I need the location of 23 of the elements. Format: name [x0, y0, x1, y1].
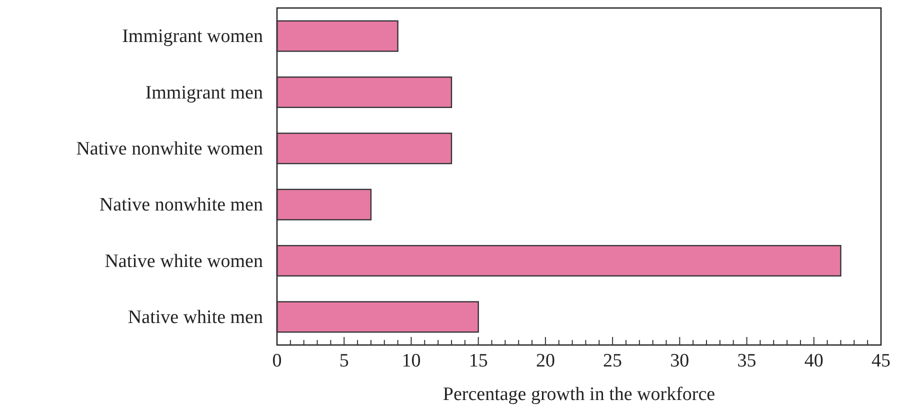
x-tick-label: 30: [670, 350, 690, 372]
y-tick-label: Native nonwhite women: [76, 138, 264, 160]
y-tick-label: Immigrant women: [122, 26, 264, 48]
x-tick-label: 35: [737, 350, 756, 372]
x-tick-label: 25: [603, 350, 622, 372]
y-tick-label: Native nonwhite men: [99, 194, 264, 216]
bar: [276, 244, 842, 277]
y-tick-label: Native white women: [104, 250, 264, 272]
x-tick-label: 5: [339, 350, 349, 372]
bar: [276, 188, 372, 220]
x-tick-label: 45: [872, 350, 890, 372]
x-tick-label: 0: [272, 350, 282, 372]
x-axis-title: Percentage growth in the workforce: [442, 384, 716, 405]
x-tick-label: 15: [468, 350, 488, 372]
bar: [276, 76, 452, 108]
y-tick-label: Native white men: [128, 306, 264, 328]
x-tick-label: 10: [402, 350, 421, 372]
x-tick-label: 40: [804, 350, 824, 372]
y-tick-label: Immigrant men: [145, 82, 264, 104]
bar: [276, 301, 479, 333]
x-tick-label: 20: [536, 350, 555, 372]
bar: [276, 132, 452, 164]
bar: [276, 20, 398, 52]
